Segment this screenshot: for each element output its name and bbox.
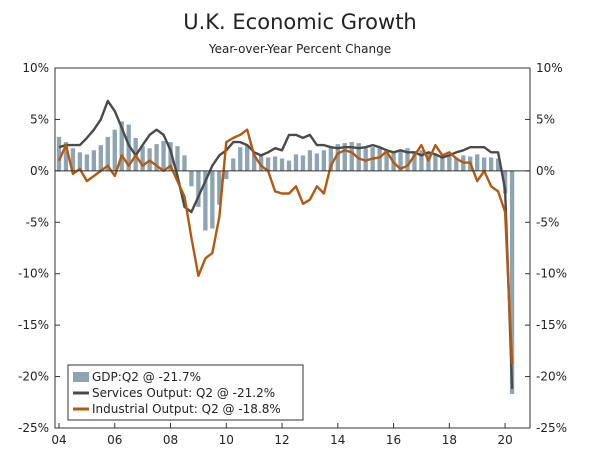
- gdp-bar: [217, 170, 222, 205]
- legend-label: Industrial Output: Q2 @ -18.8%: [92, 402, 281, 416]
- x-tick-label: 14: [330, 433, 345, 447]
- legend-label: Services Output: Q2 @ -21.2%: [92, 386, 275, 400]
- gdp-bar: [258, 154, 264, 171]
- gdp-bar: [140, 146, 145, 171]
- gdp-bar: [447, 156, 452, 171]
- gdp-bar: [168, 142, 173, 171]
- gdp-bar: [349, 142, 354, 171]
- gdp-bar: [203, 170, 208, 231]
- chart-subtitle: Year-over-Year Percent Change: [208, 42, 392, 56]
- gdp-bar: [161, 141, 166, 171]
- gdp-bar: [321, 150, 327, 171]
- legend-swatch-gdp: [73, 372, 89, 382]
- gdp-bar: [210, 170, 215, 229]
- gdp-bar: [175, 146, 180, 171]
- gdp-bar: [70, 148, 76, 171]
- x-tick-label: 20: [497, 433, 512, 447]
- gdp-bar: [509, 170, 515, 395]
- gdp-bar: [63, 142, 69, 171]
- gdp-bar: [196, 170, 201, 207]
- gdp-bar: [335, 144, 340, 171]
- gdp-bar: [384, 150, 389, 171]
- gdp-bar: [56, 136, 62, 171]
- gdp-bar: [98, 145, 103, 171]
- gdp-bar: [405, 148, 410, 171]
- series-lines: [57, 99, 514, 389]
- gdp-bar: [293, 154, 299, 171]
- gdp-bar: [482, 157, 487, 171]
- y-tick-label-left: 0%: [30, 164, 49, 178]
- gdp-bar: [398, 151, 403, 171]
- y-tick-label-left: -5%: [26, 215, 49, 229]
- gdp-bar: [328, 147, 333, 171]
- gdp-bar: [300, 155, 306, 171]
- plot-frame: [54, 67, 531, 429]
- y-tick-label-left: -25%: [18, 421, 49, 435]
- x-tick-label: 12: [274, 433, 289, 447]
- gdp-bar: [495, 158, 501, 171]
- gdp-bar: [286, 160, 292, 171]
- x-tick-label: 10: [219, 433, 234, 447]
- chart-title: U.K. Economic Growth: [183, 10, 417, 34]
- gdp-bar: [182, 155, 187, 171]
- y-tick-label-right: 10%: [536, 61, 563, 75]
- gdp-bar: [502, 170, 508, 194]
- y-tick-label-right: -10%: [536, 267, 567, 281]
- gdp-bar: [119, 121, 124, 171]
- y-tick-label-right: -20%: [536, 370, 567, 384]
- gdp-bar: [475, 154, 480, 171]
- gdp-bar: [412, 151, 417, 171]
- y-tick-label-right: -25%: [536, 421, 567, 435]
- gdp-bar: [245, 145, 250, 171]
- gdp-bar: [189, 170, 194, 187]
- gdp-bar: [224, 170, 229, 180]
- x-tick-label: 08: [163, 433, 178, 447]
- gdp-bar: [252, 154, 257, 171]
- gdp-bar: [91, 150, 97, 171]
- gdp-bar: [272, 156, 278, 171]
- gdp-bar: [440, 156, 445, 171]
- y-tick-label-left: -15%: [18, 318, 49, 332]
- gdp-bar: [279, 158, 285, 171]
- gdp-bar: [105, 136, 110, 171]
- gdp-bar: [433, 154, 438, 171]
- services-output-line: [58, 99, 514, 389]
- x-tick-label: 16: [386, 433, 401, 447]
- x-tick-label: 18: [442, 433, 457, 447]
- x-tick-label: 04: [51, 433, 66, 447]
- legend-label: GDP:Q2 @ -21.7%: [92, 370, 201, 384]
- gdp-bar: [77, 152, 83, 171]
- y-tick-label-left: -10%: [18, 267, 49, 281]
- gdp-bar: [126, 124, 131, 171]
- gdp-bar: [154, 144, 159, 171]
- y-tick-label-right: -5%: [536, 215, 559, 229]
- gdp-bar: [419, 150, 424, 171]
- gdp-bar: [112, 129, 117, 171]
- y-tick-label-left: -20%: [18, 370, 49, 384]
- y-tick-label-right: 0%: [536, 164, 555, 178]
- gdp-bar: [265, 157, 271, 171]
- gdp-bar: [314, 153, 320, 171]
- gdp-bar: [84, 154, 90, 171]
- gdp-bar: [377, 148, 382, 171]
- gdp-bar: [231, 158, 236, 171]
- gdp-bar: [454, 157, 459, 171]
- x-tick-label: 06: [107, 433, 122, 447]
- industrial-output-line: [57, 128, 514, 365]
- y-tick-label-left: 5%: [30, 112, 49, 126]
- gdp-bar: [488, 157, 494, 171]
- axes: 10% 5% 0% -5% -10% -15% -20% -25% 10% 5% 0% -5% -10%…: [18, 61, 567, 447]
- gdp-bar: [342, 143, 347, 171]
- legend-box: [67, 364, 304, 421]
- gdp-bar: [307, 150, 313, 171]
- gdp-bar: [238, 147, 243, 171]
- y-tick-label-right: -15%: [536, 318, 567, 332]
- legend: GDP:Q2 @ -21.7% Services Output: Q2 @ -21…: [67, 364, 304, 421]
- y-tick-label-right: 5%: [536, 112, 555, 126]
- y-tick-label-left: 10%: [22, 61, 49, 75]
